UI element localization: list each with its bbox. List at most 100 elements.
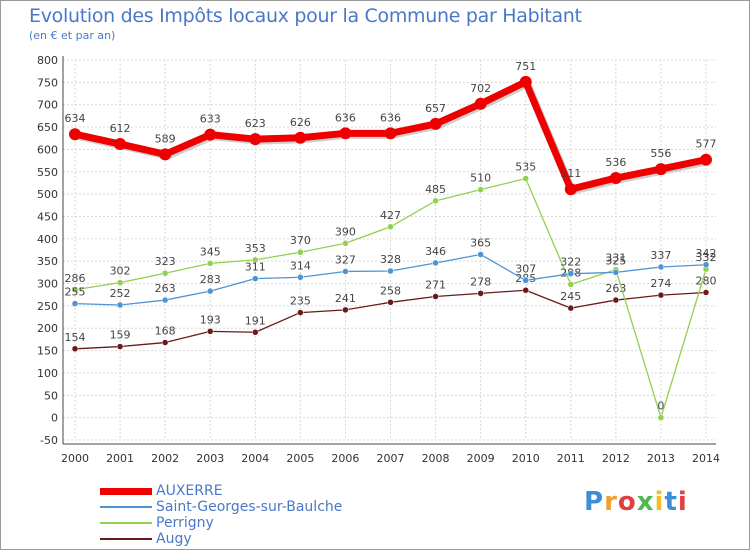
- data-point-auxerre: [519, 75, 532, 88]
- data-point-auxerre: [700, 153, 712, 166]
- data-point-saint-georges-sur-baulche: [161, 296, 169, 304]
- data-label-auxerre: 636: [380, 111, 401, 124]
- data-point-auxerre: [564, 183, 577, 196]
- data-point-augy: [567, 304, 575, 312]
- data-label-saint-georges-sur-baulche: 307: [515, 262, 536, 275]
- x-tick-label: 2013: [647, 452, 675, 465]
- x-tick-label: 2005: [286, 452, 314, 465]
- data-label-augy: 271: [425, 278, 446, 291]
- data-point-perrigny: [116, 279, 124, 286]
- x-tick-label: 2003: [196, 452, 224, 465]
- data-point-perrigny: [342, 240, 349, 247]
- data-label-saint-georges-sur-baulche: 314: [290, 259, 311, 272]
- data-label-perrigny: 0: [657, 400, 664, 413]
- data-point-perrigny: [161, 269, 169, 277]
- data-label-augy: 191: [245, 314, 266, 327]
- data-label-auxerre: 751: [515, 60, 536, 73]
- data-label-augy: 241: [335, 292, 356, 305]
- y-tick-label: 250: [37, 300, 58, 313]
- data-point-saint-georges-sur-baulche: [252, 275, 259, 282]
- data-point-augy: [432, 293, 439, 300]
- data-point-perrigny: [567, 281, 575, 288]
- data-point-augy: [252, 329, 259, 336]
- data-label-augy: 154: [65, 331, 86, 344]
- data-label-perrigny: 535: [515, 160, 536, 173]
- data-point-saint-georges-sur-baulche: [522, 277, 529, 284]
- data-label-augy: 278: [470, 275, 491, 288]
- data-point-perrigny: [297, 248, 304, 256]
- x-tick-label: 2004: [241, 452, 269, 465]
- data-point-perrigny: [252, 256, 259, 264]
- data-point-saint-georges-sur-baulche: [702, 261, 710, 269]
- data-label-perrigny: 353: [245, 242, 266, 255]
- data-point-auxerre: [654, 163, 667, 176]
- data-label-auxerre: 702: [470, 82, 491, 95]
- data-point-augy: [612, 296, 620, 304]
- data-point-augy: [116, 343, 124, 350]
- legend-label-saint-georges: Saint-Georges-sur-Baulche: [156, 499, 343, 515]
- data-point-perrigny: [432, 197, 439, 205]
- y-tick-label: 150: [37, 345, 58, 358]
- data-label-saint-georges-sur-baulche: 311: [245, 261, 266, 274]
- data-label-saint-georges-sur-baulche: 342: [696, 247, 717, 260]
- x-tick-label: 2012: [602, 452, 630, 465]
- data-point-augy: [71, 345, 79, 353]
- data-label-perrigny: 485: [425, 183, 446, 196]
- data-point-saint-georges-sur-baulche: [387, 267, 394, 275]
- x-tick-label: 2006: [331, 452, 359, 465]
- legend-label-auxerre: AUXERRE: [156, 483, 223, 499]
- y-tick-label: 750: [37, 76, 58, 89]
- data-label-auxerre: 634: [65, 112, 86, 125]
- y-tick-label: 650: [37, 121, 58, 134]
- y-tick-label: 700: [37, 99, 58, 112]
- data-point-perrigny: [522, 175, 529, 182]
- data-label-auxerre: 636: [335, 111, 356, 124]
- data-label-perrigny: 390: [335, 225, 356, 238]
- data-point-auxerre: [294, 131, 307, 144]
- y-tick-label: 550: [37, 166, 58, 179]
- data-point-augy: [206, 328, 214, 335]
- data-label-saint-georges-sur-baulche: 337: [650, 249, 671, 262]
- data-point-augy: [477, 290, 484, 297]
- data-label-augy: 245: [560, 290, 581, 303]
- data-label-saint-georges-sur-baulche: 252: [110, 287, 131, 300]
- y-tick-label: 50: [44, 389, 58, 402]
- data-point-augy: [297, 309, 304, 316]
- y-tick-label: -50: [40, 434, 58, 447]
- data-point-auxerre: [159, 148, 172, 161]
- y-tick-label: 450: [37, 210, 58, 223]
- y-tick-label: 200: [37, 322, 58, 335]
- data-point-augy: [657, 291, 665, 299]
- data-point-saint-georges-sur-baulche: [477, 251, 484, 258]
- data-point-perrigny: [71, 286, 79, 294]
- data-label-perrigny: 331: [605, 252, 626, 265]
- data-label-auxerre: 633: [200, 113, 221, 126]
- legend-swatch-saint-georges: [100, 506, 152, 508]
- data-point-augy: [342, 306, 349, 314]
- data-label-saint-georges-sur-baulche: 325: [605, 254, 626, 267]
- logo-letter: t: [664, 487, 678, 517]
- data-label-auxerre: 556: [650, 147, 671, 160]
- x-tick-label: 2014: [692, 452, 720, 465]
- data-label-augy: 235: [290, 295, 311, 308]
- data-point-augy: [387, 299, 394, 306]
- data-point-perrigny: [206, 260, 214, 267]
- logo-letter: P: [584, 487, 605, 517]
- data-label-augy: 168: [155, 325, 176, 338]
- data-label-saint-georges-sur-baulche: 322: [560, 256, 581, 269]
- y-tick-label: 800: [37, 54, 58, 67]
- data-point-saint-georges-sur-baulche: [297, 274, 304, 281]
- x-tick-label: 2007: [377, 452, 405, 465]
- y-tick-label: 600: [37, 143, 58, 156]
- data-point-saint-georges-sur-baulche: [116, 301, 124, 309]
- data-point-auxerre: [249, 133, 262, 146]
- data-point-saint-georges-sur-baulche: [206, 287, 214, 295]
- x-tick-label: 2011: [557, 452, 585, 465]
- data-point-perrigny: [387, 223, 394, 231]
- chart-subtitle: (en € et par an): [29, 29, 116, 42]
- data-point-perrigny: [477, 186, 484, 193]
- logo-letter: x: [636, 487, 655, 517]
- data-point-perrigny: [657, 414, 665, 421]
- y-tick-label: 300: [37, 278, 58, 291]
- data-point-auxerre: [609, 172, 622, 185]
